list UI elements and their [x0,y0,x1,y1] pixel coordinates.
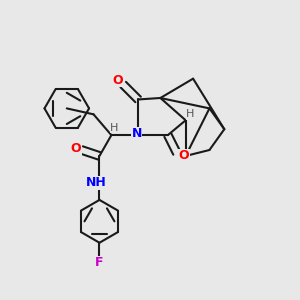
Text: N: N [131,127,142,140]
Text: O: O [70,142,81,155]
Text: NH: NH [86,176,107,189]
Text: O: O [112,74,123,87]
Text: F: F [95,256,104,269]
Text: H: H [110,123,118,133]
Text: H: H [186,109,194,119]
Text: O: O [179,149,190,162]
